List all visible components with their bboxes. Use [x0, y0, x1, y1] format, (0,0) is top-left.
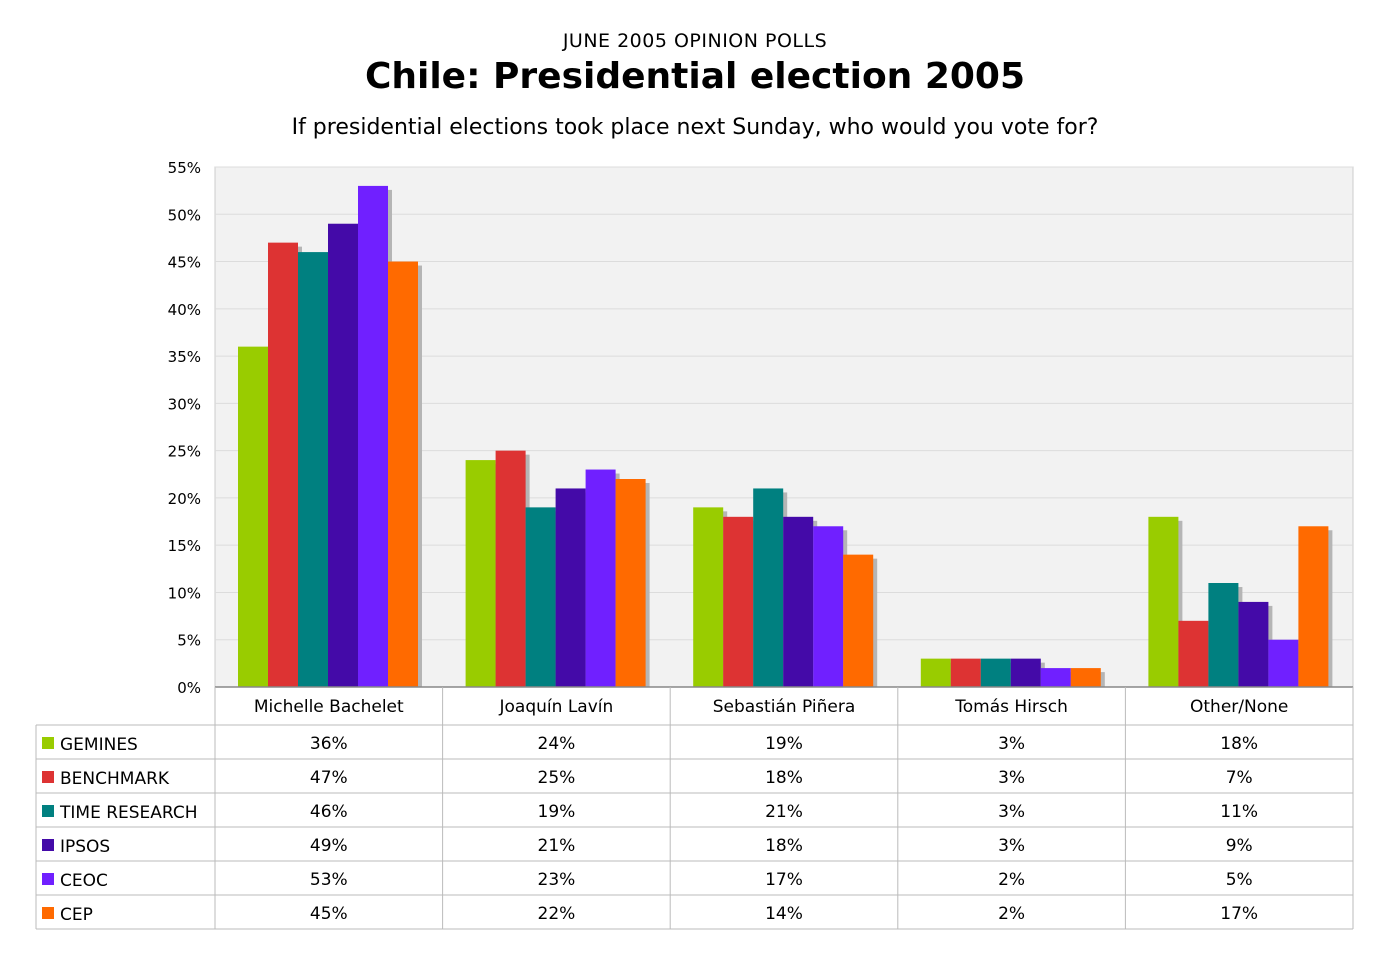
bar-benchmark — [268, 242, 298, 688]
table-cell-value: 45% — [310, 904, 348, 924]
table-cell-value: 9% — [1226, 836, 1253, 856]
bar-cep — [615, 479, 646, 687]
bar-ipsos — [328, 223, 358, 687]
x-category-label: Michelle Bachelet — [254, 697, 404, 717]
y-tick-label: 10% — [168, 584, 201, 602]
table-cell-value: 46% — [310, 802, 348, 822]
legend-swatch — [42, 873, 54, 885]
bar-gemines — [238, 346, 268, 687]
y-tick-label: 35% — [168, 348, 201, 366]
table-cell-value: 22% — [538, 904, 576, 924]
legend-label: CEP — [60, 905, 93, 925]
bar-gemines — [693, 507, 724, 687]
legend-swatch — [42, 771, 54, 783]
table-cell-value: 23% — [538, 870, 576, 890]
bar-cep — [843, 554, 874, 687]
y-tick-label: 15% — [168, 537, 201, 555]
table-cell-value: 3% — [998, 836, 1025, 856]
y-tick-label: 5% — [177, 632, 201, 650]
bar-cep — [1070, 668, 1101, 687]
table-cell-value: 3% — [998, 802, 1025, 822]
bar-ipsos — [555, 488, 586, 687]
table-cell-value: 18% — [1220, 734, 1258, 754]
legend-label: BENCHMARK — [60, 769, 170, 789]
legend-swatch — [42, 907, 54, 919]
y-tick-label: 40% — [168, 301, 201, 319]
table-cell-value: 18% — [765, 768, 803, 788]
table-cell-value: 19% — [765, 734, 803, 754]
legend-swatch — [42, 839, 54, 851]
table-cell-value: 2% — [998, 904, 1025, 924]
x-category-label: Tomás Hirsch — [954, 697, 1068, 717]
bar-benchmark — [1178, 620, 1209, 687]
table-cell-value: 3% — [998, 768, 1025, 788]
table-cell-value: 47% — [310, 768, 348, 788]
table-cell-value: 21% — [765, 802, 803, 822]
y-tick-label: 55% — [168, 159, 201, 177]
table-cell-value: 18% — [765, 836, 803, 856]
bar-time-research — [753, 488, 784, 687]
legend-swatch — [42, 737, 54, 749]
table-cell-value: 53% — [310, 870, 348, 890]
bar-gemines — [465, 460, 496, 687]
bar-gemines — [920, 658, 951, 687]
bar-benchmark — [723, 516, 754, 687]
bar-ipsos — [1238, 601, 1269, 687]
table-cell-value: 17% — [1220, 904, 1258, 924]
y-tick-label: 50% — [168, 206, 201, 224]
legend-label: TIME RESEARCH — [59, 803, 198, 823]
bar-time-research — [298, 252, 328, 687]
x-category-label: Other/None — [1190, 697, 1288, 717]
table-cell-value: 36% — [310, 734, 348, 754]
table-cell-value: 17% — [765, 870, 803, 890]
table-cell-value: 21% — [538, 836, 576, 856]
table-cell-value: 7% — [1226, 768, 1253, 788]
y-tick-label: 45% — [168, 254, 201, 272]
bar-benchmark — [950, 658, 981, 687]
table-cell-value: 24% — [538, 734, 576, 754]
table-cell-value: 25% — [538, 768, 576, 788]
table-cell-value: 5% — [1226, 870, 1253, 890]
chart-subtitle: If presidential elections took place nex… — [291, 115, 1099, 140]
table-cell-value: 2% — [998, 870, 1025, 890]
bar-ceoc — [1268, 639, 1299, 687]
legend-swatch — [42, 805, 54, 817]
y-tick-label: 30% — [168, 395, 201, 413]
bar-ceoc — [585, 469, 616, 687]
x-category-label: Joaquín Lavín — [499, 697, 614, 717]
bar-time-research — [980, 658, 1011, 687]
bar-ceoc — [358, 185, 388, 687]
bar-cep — [388, 261, 418, 687]
bar-time-research — [1208, 583, 1239, 687]
y-tick-label: 0% — [177, 679, 201, 697]
table-cell-value: 14% — [765, 904, 803, 924]
y-tick-label: 25% — [168, 443, 201, 461]
bar-benchmark — [495, 450, 526, 687]
x-category-label: Sebastián Piñera — [713, 697, 856, 717]
bar-ceoc — [813, 526, 844, 687]
bar-time-research — [525, 507, 556, 687]
bar-cep — [1298, 526, 1329, 687]
legend-label: IPSOS — [60, 837, 110, 857]
chart-title: Chile: Presidential election 2005 — [364, 56, 1026, 97]
table-cell-value: 11% — [1220, 802, 1258, 822]
table-cell-value: 3% — [998, 734, 1025, 754]
chart-supertitle: JUNE 2005 OPINION POLLS — [562, 30, 828, 52]
legend-label: CEOC — [60, 871, 108, 891]
bar-ipsos — [1010, 658, 1041, 687]
legend-label: GEMINES — [60, 735, 138, 755]
table-cell-value: 19% — [538, 802, 576, 822]
bar-ceoc — [1040, 668, 1071, 687]
bar-gemines — [1148, 516, 1179, 687]
bar-ipsos — [783, 516, 814, 687]
y-tick-label: 20% — [168, 490, 201, 508]
table-cell-value: 49% — [310, 836, 348, 856]
